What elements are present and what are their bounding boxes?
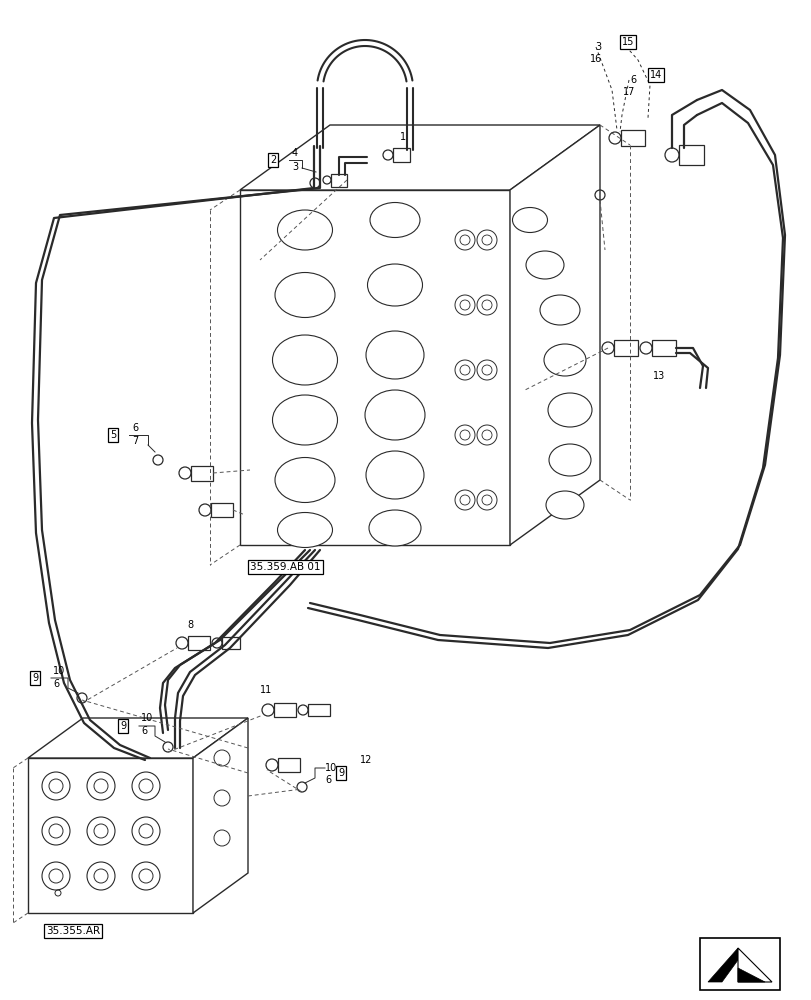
Polygon shape: [620, 130, 644, 146]
Polygon shape: [651, 340, 676, 356]
Polygon shape: [28, 758, 193, 913]
Ellipse shape: [543, 344, 586, 376]
Polygon shape: [509, 125, 599, 545]
Text: 9: 9: [120, 721, 126, 731]
Polygon shape: [737, 968, 764, 982]
Ellipse shape: [367, 264, 422, 306]
Ellipse shape: [277, 512, 332, 548]
Text: 2: 2: [270, 155, 276, 165]
Text: 12: 12: [359, 755, 372, 765]
Polygon shape: [221, 637, 240, 649]
Polygon shape: [240, 190, 509, 545]
Text: 14: 14: [649, 70, 662, 80]
Text: 13: 13: [652, 371, 664, 381]
Text: 10: 10: [141, 713, 153, 723]
Text: 6: 6: [132, 423, 138, 433]
Polygon shape: [28, 718, 247, 758]
Text: 3: 3: [594, 42, 600, 52]
Polygon shape: [188, 636, 210, 650]
Polygon shape: [273, 703, 296, 717]
Polygon shape: [191, 466, 212, 481]
Text: 10: 10: [324, 763, 337, 773]
Polygon shape: [240, 125, 599, 190]
Polygon shape: [193, 718, 247, 913]
Text: 17: 17: [622, 87, 634, 97]
Text: 6: 6: [629, 75, 635, 85]
Polygon shape: [277, 758, 299, 772]
Polygon shape: [331, 174, 346, 187]
Polygon shape: [707, 948, 737, 982]
Text: 5: 5: [109, 430, 116, 440]
Text: 35.359.AB 01: 35.359.AB 01: [250, 562, 320, 572]
Ellipse shape: [277, 210, 332, 250]
Polygon shape: [211, 503, 233, 517]
Polygon shape: [307, 704, 329, 716]
Text: 15: 15: [621, 37, 633, 47]
Text: 4: 4: [292, 148, 298, 158]
Ellipse shape: [539, 295, 579, 325]
Ellipse shape: [272, 335, 337, 385]
Ellipse shape: [512, 208, 547, 232]
Text: 9: 9: [337, 768, 344, 778]
Text: 10: 10: [53, 666, 65, 676]
Polygon shape: [393, 148, 410, 162]
Ellipse shape: [275, 458, 335, 502]
Text: 7: 7: [132, 436, 138, 446]
Text: 35.355.AR: 35.355.AR: [46, 926, 100, 936]
Ellipse shape: [547, 393, 591, 427]
Ellipse shape: [275, 272, 335, 318]
Text: 3: 3: [292, 162, 298, 172]
Text: 9: 9: [32, 673, 38, 683]
Text: 6: 6: [53, 679, 59, 689]
Ellipse shape: [365, 390, 424, 440]
Ellipse shape: [366, 331, 423, 379]
Polygon shape: [678, 145, 703, 165]
Polygon shape: [699, 938, 779, 990]
Ellipse shape: [366, 451, 423, 499]
Ellipse shape: [526, 251, 564, 279]
Ellipse shape: [370, 202, 419, 237]
Ellipse shape: [548, 444, 590, 476]
Ellipse shape: [272, 395, 337, 445]
Ellipse shape: [368, 510, 420, 546]
Text: 1: 1: [400, 132, 406, 142]
Text: 8: 8: [187, 620, 193, 630]
Ellipse shape: [545, 491, 583, 519]
Text: 6: 6: [141, 726, 147, 736]
Text: 11: 11: [260, 685, 272, 695]
Polygon shape: [613, 340, 637, 356]
Text: 16: 16: [590, 54, 602, 64]
Polygon shape: [737, 948, 771, 982]
Text: 6: 6: [324, 775, 331, 785]
